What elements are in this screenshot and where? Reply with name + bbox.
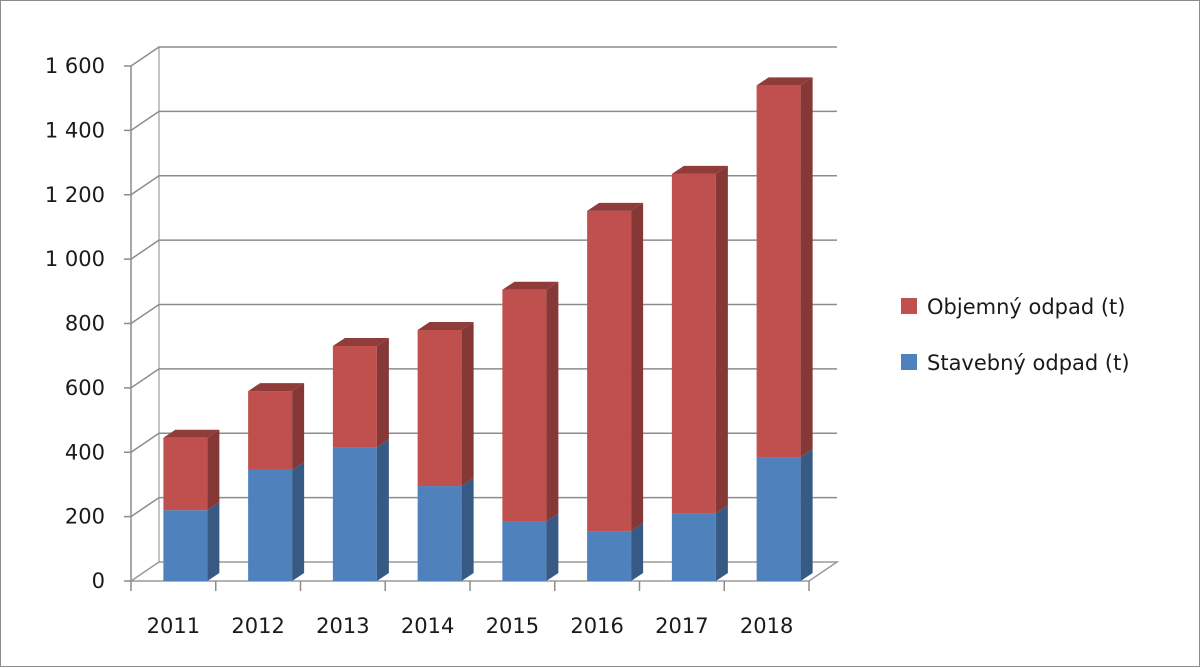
bar-side-face xyxy=(207,429,220,511)
bar-front-face xyxy=(248,469,293,581)
chart-floor xyxy=(128,561,840,582)
bar-side-face xyxy=(631,523,644,581)
x-tick-label: 2016 xyxy=(570,614,623,638)
bar-segment xyxy=(417,478,474,581)
bar-top-face xyxy=(163,429,220,438)
bar-segment xyxy=(332,439,389,581)
legend: Objemný odpad (t) Stavebný odpad (t) xyxy=(901,295,1130,375)
gridline xyxy=(130,175,837,196)
y-tick-label: 1 600 xyxy=(45,54,105,78)
bar-segment xyxy=(587,202,644,532)
bar-segment xyxy=(756,77,813,458)
bar-front-face xyxy=(502,521,547,581)
bar-side-face xyxy=(800,77,813,458)
bar-front-face xyxy=(163,437,208,511)
bar-front-face xyxy=(417,329,462,487)
x-tick-label: 2018 xyxy=(740,614,793,638)
bar-front-face xyxy=(756,85,801,458)
y-tick-label: 1 400 xyxy=(45,118,105,142)
x-tick-label: 2015 xyxy=(486,614,539,638)
bar-segment xyxy=(163,502,220,581)
gridline xyxy=(130,46,837,67)
bar-front-face xyxy=(502,289,547,522)
x-tick-label: 2014 xyxy=(401,614,454,638)
bar-segment xyxy=(587,523,644,581)
y-tick-label: 1 000 xyxy=(45,247,105,271)
y-tick-label: 400 xyxy=(65,440,105,464)
legend-label: Stavebný odpad (t) xyxy=(927,351,1130,375)
x-axis-tick-labels: 2011 2012 2013 2014 2015 2016 2017 2018 xyxy=(147,614,794,638)
bar-front-face xyxy=(332,346,377,448)
bar-side-face xyxy=(207,502,220,581)
bar-segment xyxy=(163,429,220,511)
y-tick-label: 600 xyxy=(65,376,105,400)
y-tick-label: 1 200 xyxy=(45,183,105,207)
bar-front-face xyxy=(332,447,377,581)
bar-side-face xyxy=(292,383,305,470)
y-axis-tick-labels: 0 200 400 600 800 1 000 1 200 1 400 1 600 xyxy=(45,54,105,593)
bar-front-face xyxy=(163,510,208,581)
y-tick-label: 200 xyxy=(65,505,105,529)
bar-top-face xyxy=(502,281,559,290)
bar-front-face xyxy=(671,513,716,581)
x-tick-label: 2011 xyxy=(147,614,200,638)
plot-walls xyxy=(128,47,840,582)
bar-side-face xyxy=(546,281,559,522)
bar-side-face xyxy=(376,439,389,581)
bar-segment xyxy=(248,461,305,581)
legend-swatch xyxy=(901,298,917,314)
gridline xyxy=(130,368,837,389)
bar-front-face xyxy=(671,173,716,514)
bar-top-face xyxy=(671,165,728,174)
x-tick-label: 2013 xyxy=(316,614,369,638)
bar-side-face xyxy=(715,505,728,581)
bar-side-face xyxy=(715,165,728,514)
bar-side-face xyxy=(461,478,474,581)
bar-front-face xyxy=(417,486,462,581)
bar-front-face xyxy=(587,531,632,581)
y-tick-label: 0 xyxy=(92,569,105,593)
gridline xyxy=(130,303,837,325)
gridlines xyxy=(130,46,837,518)
bars xyxy=(163,77,813,581)
bar-side-face xyxy=(461,321,474,487)
gridline xyxy=(130,432,837,453)
bar-segment xyxy=(671,165,728,514)
bar-segment xyxy=(502,513,559,581)
gridline xyxy=(130,496,837,518)
bar-front-face xyxy=(587,210,632,532)
axes xyxy=(124,65,810,591)
bar-side-face xyxy=(546,513,559,581)
bar-side-face xyxy=(292,461,305,581)
y-tick-label: 800 xyxy=(65,312,105,336)
gridline xyxy=(130,239,837,260)
bar-top-face xyxy=(417,321,474,330)
bar-top-face xyxy=(248,383,305,392)
bar-segment xyxy=(671,505,728,581)
bar-front-face xyxy=(756,457,801,581)
gridline xyxy=(130,110,837,131)
bar-segment xyxy=(756,449,813,581)
bar-top-face xyxy=(756,77,813,86)
bar-side-face xyxy=(631,202,644,532)
x-tick-label: 2017 xyxy=(655,614,708,638)
bar-segment xyxy=(417,321,474,487)
bar-top-face xyxy=(587,202,644,211)
bar-side-face xyxy=(800,449,813,581)
x-tick-label: 2012 xyxy=(231,614,284,638)
bar-segment xyxy=(502,281,559,522)
legend-label: Objemný odpad (t) xyxy=(927,295,1126,319)
bar-side-face xyxy=(376,338,389,448)
legend-swatch xyxy=(901,354,917,370)
bar-segment xyxy=(248,383,305,470)
bar-front-face xyxy=(248,391,293,470)
bar-top-face xyxy=(332,338,389,347)
bar-segment xyxy=(332,338,389,448)
